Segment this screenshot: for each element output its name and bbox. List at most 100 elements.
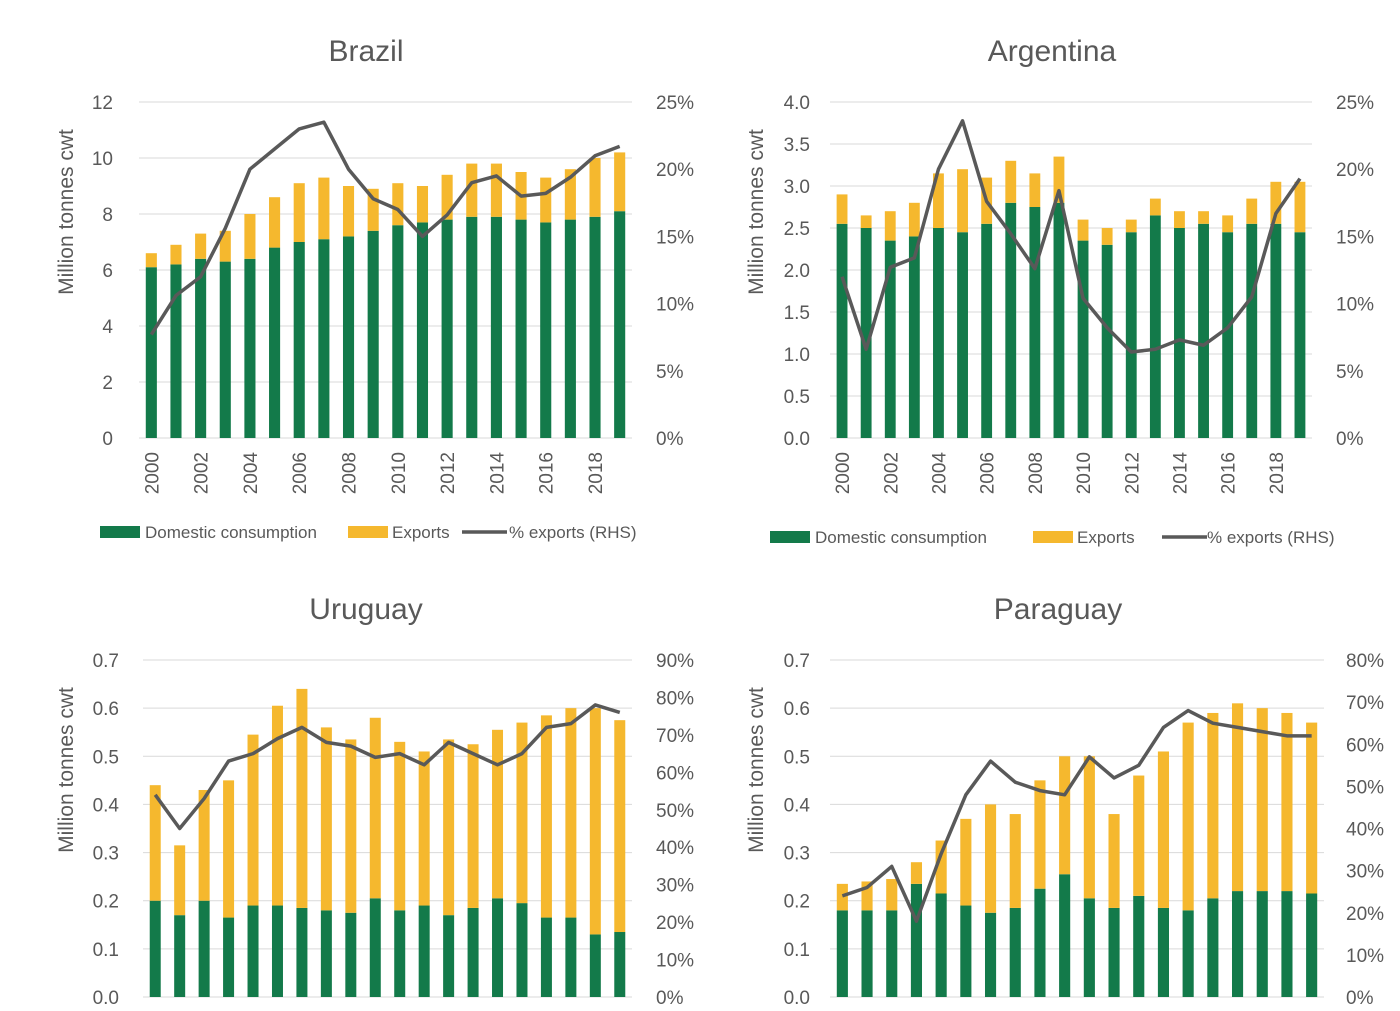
bar-domestic-consumption: [1222, 232, 1234, 438]
x-tick-label: 2004: [929, 452, 950, 495]
bar-exports: [960, 818, 972, 906]
bar-domestic-consumption: [170, 264, 182, 438]
y-tick-label: 2: [102, 373, 113, 394]
chart-panel-uruguay: Uruguay Million tonnes cwt 0.0 0.1 0.2 0.3 0…: [0, 560, 700, 1011]
bar-exports: [219, 230, 231, 262]
legend-label: Exports: [1077, 528, 1135, 547]
bar-exports: [369, 717, 381, 899]
x-tick-label: 2018: [1267, 452, 1288, 494]
y-tick-label: 0.6: [784, 699, 810, 720]
y2-tick-label: 60%: [656, 763, 694, 784]
x-tick-label: 2008: [1026, 452, 1047, 494]
bar-exports: [1009, 814, 1021, 908]
bar-exports: [1133, 775, 1145, 896]
legend-item: % exports (RHS): [1162, 528, 1335, 547]
y2-tick-label: 50%: [656, 801, 694, 822]
bar-exports: [1029, 173, 1041, 207]
bar-exports: [1083, 756, 1095, 899]
bar-domestic-consumption: [1231, 891, 1244, 997]
x-tick-label: 2010: [389, 452, 410, 494]
bar-exports: [1108, 814, 1120, 908]
bar-exports: [565, 708, 577, 918]
y-tick-label: 0.0: [784, 429, 810, 450]
bar-domestic-consumption: [1198, 223, 1209, 438]
y-tick-label: 3.0: [784, 177, 810, 198]
y-tick-label: 0.4: [784, 795, 811, 816]
bar-exports: [540, 715, 552, 918]
y-tick-label: 2.0: [784, 261, 810, 282]
bar-exports: [195, 233, 207, 259]
bar-exports: [1174, 211, 1185, 228]
y2-tick-label: 0%: [1336, 429, 1364, 450]
chart-panel-paraguay: Paraguay Million tonnes cwt 0.0 0.1 0.2 0.3…: [700, 560, 1400, 1011]
bar-exports: [564, 169, 576, 220]
bar-domestic-consumption: [1133, 895, 1145, 997]
y-tick-label: 0.5: [93, 747, 119, 768]
bar-domestic-consumption: [271, 905, 283, 997]
bar-exports: [836, 194, 848, 224]
y-tick-label: 0.0: [784, 988, 810, 1009]
bar-exports: [271, 705, 283, 906]
bar-exports: [1125, 219, 1137, 233]
bar-exports: [1059, 756, 1071, 875]
bar-exports: [1256, 708, 1268, 892]
y-axis-label: Million tonnes cwt: [55, 129, 78, 295]
bar-domestic-consumption: [957, 232, 968, 438]
legend-item: Domestic consumption: [100, 523, 317, 542]
x-tick-label: 2016: [1219, 452, 1240, 494]
bar-domestic-consumption: [394, 910, 406, 997]
bar-domestic-consumption: [174, 915, 186, 997]
legend-item: % exports (RHS): [462, 523, 637, 542]
y-tick-label: 0.0: [93, 988, 119, 1009]
y2-tick-label: 60%: [1346, 735, 1384, 756]
bar-exports: [443, 739, 455, 916]
bar-exports: [910, 862, 923, 884]
bar-exports: [467, 744, 479, 908]
y2-tick-label: 15%: [1336, 227, 1374, 248]
bar-exports: [1231, 703, 1244, 892]
bar-domestic-consumption: [1034, 888, 1046, 997]
bar-domestic-consumption: [296, 907, 308, 997]
legend-item: Domestic consumption: [770, 528, 987, 547]
bar-exports: [394, 741, 406, 911]
bar-domestic-consumption: [149, 900, 161, 997]
bar-domestic-consumption: [367, 230, 379, 438]
bar-domestic-consumption: [320, 910, 332, 997]
y-axis-label: Million tonnes cwt: [745, 687, 768, 853]
bar-domestic-consumption: [492, 898, 504, 997]
bar-exports: [367, 188, 379, 231]
legend-swatch: [1033, 531, 1073, 543]
chart-panel-brazil: Brazil Million tonnes cwt 0 2 4 6 8 10 12 0% 5% 1…: [0, 0, 700, 560]
bar-exports: [1077, 219, 1089, 241]
x-tick-label: 2000: [142, 452, 163, 494]
bar-exports: [223, 780, 235, 918]
bar-domestic-consumption: [935, 893, 947, 997]
chart-svg-uruguay: Uruguay Million tonnes cwt 0.0 0.1 0.2 0.3 0…: [55, 593, 694, 1009]
bar-domestic-consumption: [1281, 891, 1293, 997]
chart-panel-argentina: Argentina Million tonnes cwt 0.0 0.5 1.0 1.…: [700, 0, 1400, 560]
bar-domestic-consumption: [1125, 232, 1137, 438]
y-tick-label: 4: [102, 317, 113, 338]
bar-exports: [490, 163, 502, 217]
bar-domestic-consumption: [1077, 240, 1089, 438]
legend-label: % exports (RHS): [1207, 528, 1335, 547]
bar-exports: [614, 720, 626, 933]
bar-exports: [884, 211, 896, 241]
y2-tick-label: 5%: [656, 362, 684, 383]
chart-title: Uruguay: [309, 593, 422, 626]
bar-exports: [1101, 228, 1113, 245]
chart-title: Argentina: [988, 35, 1117, 68]
line-pct-exports: [841, 708, 1312, 923]
bar-domestic-consumption: [1270, 223, 1282, 438]
y-tick-label: 0.2: [93, 892, 119, 913]
bar-exports: [861, 881, 873, 911]
y2-tick-label: 0%: [656, 429, 684, 450]
bar-exports: [198, 789, 210, 901]
bar-exports: [392, 183, 404, 226]
x-tick-label: 2006: [978, 452, 999, 494]
bar-domestic-consumption: [836, 223, 848, 438]
bar-domestic-consumption: [490, 216, 502, 438]
bar-domestic-consumption: [1256, 891, 1268, 997]
bar-domestic-consumption: [860, 228, 872, 438]
bar-domestic-consumption: [1246, 223, 1258, 438]
